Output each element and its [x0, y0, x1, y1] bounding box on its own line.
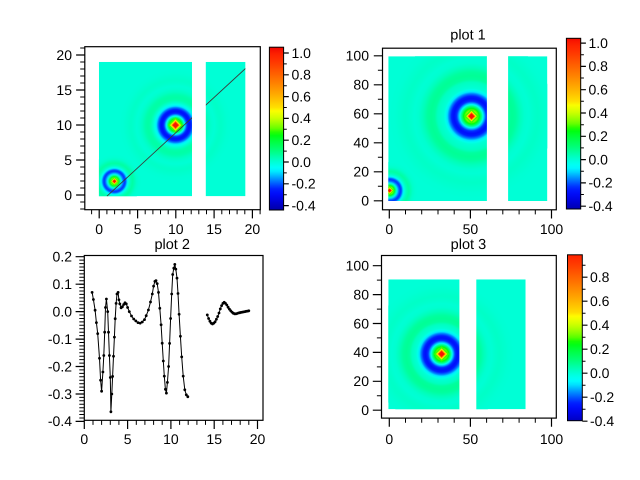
svg-text:0.2: 0.2	[292, 132, 312, 148]
svg-text:-0.4: -0.4	[48, 413, 72, 429]
svg-text:60: 60	[353, 106, 369, 122]
svg-text:20: 20	[353, 164, 369, 180]
svg-text:-0.2: -0.2	[292, 176, 316, 192]
svg-text:-0.2: -0.2	[590, 389, 614, 405]
svg-text:0.6: 0.6	[590, 293, 610, 309]
svg-text:0: 0	[385, 221, 393, 237]
svg-text:1.0: 1.0	[292, 45, 312, 61]
svg-text:plot 2: plot 2	[154, 237, 189, 253]
svg-text:plot 1: plot 1	[450, 28, 485, 44]
svg-text:10: 10	[168, 221, 184, 237]
svg-text:1.0: 1.0	[589, 35, 609, 51]
svg-text:0.2: 0.2	[53, 249, 73, 265]
svg-text:plot 3: plot 3	[451, 237, 486, 253]
svg-text:5: 5	[64, 152, 72, 168]
svg-text:10: 10	[56, 117, 72, 133]
svg-text:100: 100	[540, 431, 564, 447]
svg-text:-0.2: -0.2	[48, 358, 72, 374]
svg-text:15: 15	[206, 221, 222, 237]
svg-text:40: 40	[353, 135, 369, 151]
svg-text:0: 0	[95, 221, 103, 237]
svg-text:0.8: 0.8	[590, 269, 610, 285]
svg-text:0.0: 0.0	[589, 151, 609, 167]
svg-text:50: 50	[463, 431, 479, 447]
svg-text:0.0: 0.0	[292, 154, 312, 170]
svg-text:0.0: 0.0	[590, 365, 610, 381]
svg-text:0.1: 0.1	[53, 276, 73, 292]
svg-text:40: 40	[353, 344, 369, 360]
svg-text:20: 20	[245, 221, 261, 237]
svg-text:0: 0	[361, 402, 369, 418]
svg-text:5: 5	[124, 431, 132, 447]
svg-text:15: 15	[56, 82, 72, 98]
svg-text:0.6: 0.6	[589, 82, 609, 98]
svg-text:20: 20	[56, 47, 72, 63]
svg-text:50: 50	[463, 221, 479, 237]
svg-text:0.0: 0.0	[53, 303, 73, 319]
svg-text:0.8: 0.8	[589, 58, 609, 74]
svg-text:0.8: 0.8	[292, 67, 312, 83]
svg-text:100: 100	[346, 48, 370, 64]
svg-text:0: 0	[80, 431, 88, 447]
svg-text:0: 0	[64, 187, 72, 203]
svg-text:-0.4: -0.4	[590, 413, 614, 429]
svg-text:-0.1: -0.1	[48, 331, 72, 347]
svg-text:-0.4: -0.4	[589, 198, 613, 214]
svg-text:0.4: 0.4	[589, 105, 609, 121]
svg-text:0.6: 0.6	[292, 88, 312, 104]
svg-text:-0.4: -0.4	[292, 197, 316, 213]
svg-text:80: 80	[353, 77, 369, 93]
svg-text:80: 80	[353, 286, 369, 302]
svg-text:20: 20	[250, 431, 266, 447]
svg-text:15: 15	[206, 431, 222, 447]
svg-text:20: 20	[353, 373, 369, 389]
svg-text:0.2: 0.2	[590, 341, 610, 357]
svg-text:100: 100	[346, 258, 370, 274]
svg-text:100: 100	[540, 221, 564, 237]
svg-text:0.2: 0.2	[589, 128, 609, 144]
svg-text:0: 0	[361, 193, 369, 209]
svg-text:-0.3: -0.3	[48, 386, 72, 402]
svg-text:5: 5	[134, 221, 142, 237]
svg-text:0: 0	[385, 431, 393, 447]
svg-text:60: 60	[353, 315, 369, 331]
svg-text:0.4: 0.4	[590, 317, 610, 333]
svg-text:10: 10	[163, 431, 179, 447]
svg-text:0.4: 0.4	[292, 110, 312, 126]
svg-text:-0.2: -0.2	[589, 175, 613, 191]
